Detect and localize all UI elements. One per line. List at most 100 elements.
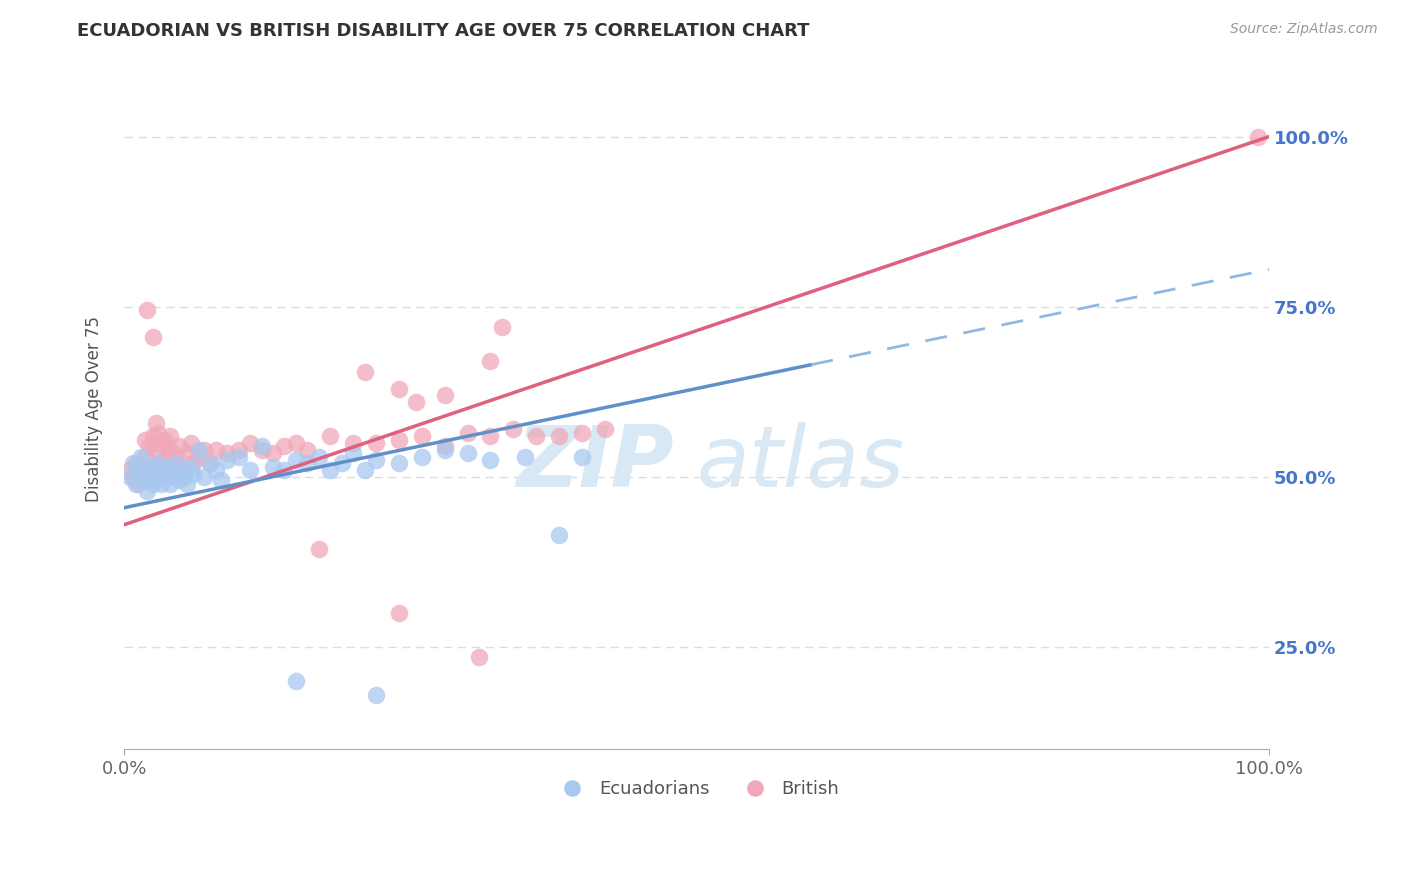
Text: atlas: atlas <box>696 422 904 505</box>
Point <box>181 467 204 481</box>
Point <box>308 450 330 464</box>
Point <box>342 436 364 450</box>
Point <box>228 442 250 457</box>
Point <box>388 433 411 447</box>
Point <box>411 450 433 464</box>
Point <box>145 416 167 430</box>
Point <box>204 442 226 457</box>
Legend: Ecuadorians, British: Ecuadorians, British <box>547 772 846 805</box>
Point <box>457 425 479 440</box>
Point <box>124 476 146 491</box>
Point <box>148 425 170 440</box>
Point <box>118 463 141 477</box>
Point <box>138 439 160 453</box>
Point <box>167 439 190 453</box>
Point <box>491 320 513 334</box>
Point <box>411 429 433 443</box>
Point <box>250 439 273 453</box>
Point <box>342 446 364 460</box>
Point <box>204 463 226 477</box>
Point <box>176 446 198 460</box>
Point <box>319 429 342 443</box>
Text: Source: ZipAtlas.com: Source: ZipAtlas.com <box>1230 22 1378 37</box>
Point <box>142 476 165 491</box>
Point <box>571 450 593 464</box>
Point <box>145 474 167 488</box>
Point <box>388 606 411 620</box>
Point <box>131 450 153 464</box>
Point <box>136 470 159 484</box>
Point <box>181 457 204 471</box>
Point <box>138 459 160 474</box>
Point <box>217 446 239 460</box>
Point <box>193 442 215 457</box>
Point <box>364 436 387 450</box>
Point <box>173 470 195 484</box>
Point <box>548 528 571 542</box>
Point <box>479 429 502 443</box>
Point <box>593 422 616 436</box>
Point <box>571 425 593 440</box>
Point <box>149 476 172 491</box>
Point <box>159 442 181 457</box>
Point <box>136 303 159 318</box>
Point <box>180 436 202 450</box>
Point <box>319 463 342 477</box>
Point <box>273 463 295 477</box>
Point <box>217 453 239 467</box>
Point <box>131 463 153 477</box>
Point <box>159 476 181 491</box>
Point <box>479 354 502 368</box>
Point <box>153 459 176 474</box>
Point <box>142 467 165 481</box>
Point <box>457 446 479 460</box>
Point <box>228 450 250 464</box>
Point <box>308 541 330 556</box>
Point <box>239 463 262 477</box>
Point <box>502 422 524 436</box>
Point <box>145 442 167 457</box>
Point <box>148 470 170 484</box>
Point <box>134 433 156 447</box>
Point <box>131 470 153 484</box>
Point <box>262 459 284 474</box>
Point <box>167 474 190 488</box>
Point <box>165 450 187 464</box>
Point <box>1246 129 1268 144</box>
Point <box>433 439 456 453</box>
Point <box>330 457 353 471</box>
Point <box>170 463 193 477</box>
Point <box>138 470 160 484</box>
Point <box>284 674 307 689</box>
Point <box>127 476 149 491</box>
Point <box>160 467 183 481</box>
Point <box>364 453 387 467</box>
Point <box>273 439 295 453</box>
Point <box>136 483 159 498</box>
Point <box>297 442 319 457</box>
Point <box>297 457 319 471</box>
Point <box>187 450 209 464</box>
Point <box>153 467 176 481</box>
Point <box>353 365 375 379</box>
Point <box>468 650 491 665</box>
Point <box>149 463 172 477</box>
Point <box>170 463 193 477</box>
Point <box>165 457 187 471</box>
Point <box>160 457 183 471</box>
Point <box>405 395 427 409</box>
Point <box>124 457 146 471</box>
Point <box>153 439 176 453</box>
Point <box>548 429 571 443</box>
Point <box>193 470 215 484</box>
Point <box>433 442 456 457</box>
Point <box>284 453 307 467</box>
Point <box>159 463 181 477</box>
Text: ZIP: ZIP <box>516 422 673 505</box>
Point <box>284 436 307 450</box>
Point <box>364 688 387 702</box>
Point <box>136 463 159 477</box>
Point <box>388 457 411 471</box>
Point <box>156 470 179 484</box>
Point <box>148 457 170 471</box>
